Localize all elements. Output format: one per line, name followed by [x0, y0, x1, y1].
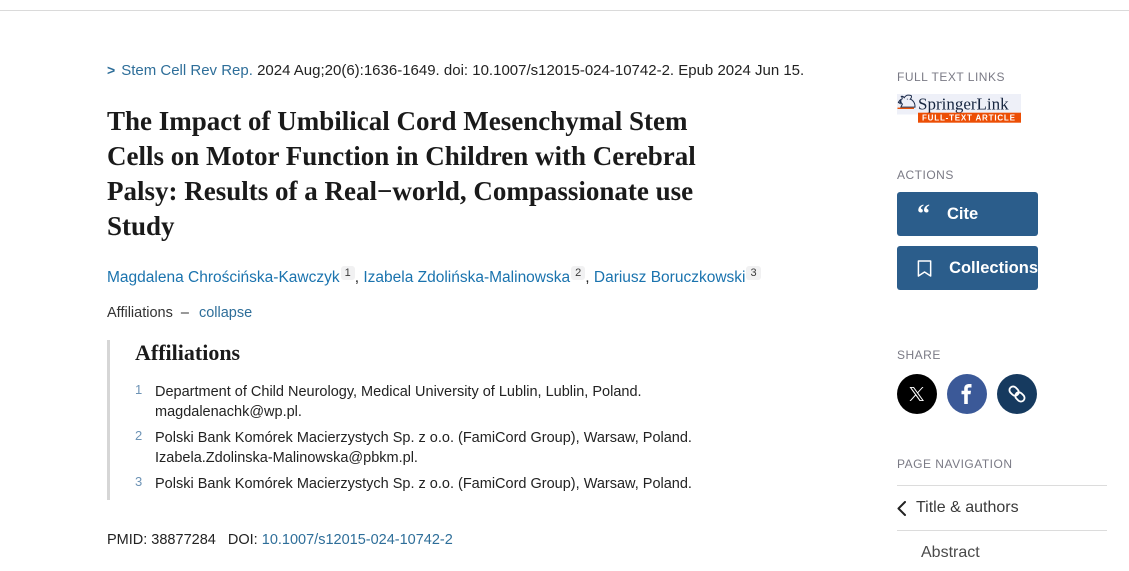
svg-text:FULL-TEXT ARTICLE: FULL-TEXT ARTICLE — [922, 113, 1016, 122]
svg-text:SpringerLink: SpringerLink — [918, 95, 1009, 114]
